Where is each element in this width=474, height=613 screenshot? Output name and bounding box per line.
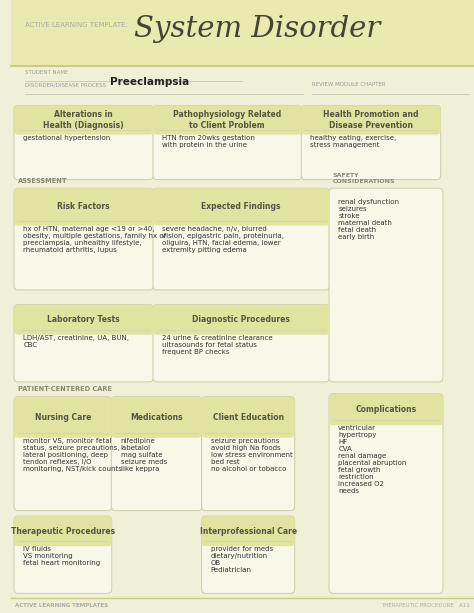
FancyBboxPatch shape: [111, 397, 202, 511]
Text: ACTIVE LEARNING TEMPLATES: ACTIVE LEARNING TEMPLATES: [15, 603, 109, 607]
Text: ASSESSMENT: ASSESSMENT: [18, 178, 67, 184]
Text: DISORDER/DISEASE PROCESS: DISORDER/DISEASE PROCESS: [25, 82, 106, 87]
FancyBboxPatch shape: [14, 516, 112, 546]
FancyBboxPatch shape: [14, 105, 154, 135]
FancyBboxPatch shape: [11, 0, 474, 66]
Text: renal dysfunction
seizures
stroke
maternal death
fetal death
early birth: renal dysfunction seizures stroke matern…: [338, 199, 399, 240]
FancyBboxPatch shape: [201, 397, 295, 438]
Text: Diagnostic Procedures: Diagnostic Procedures: [192, 315, 290, 324]
FancyBboxPatch shape: [201, 397, 295, 511]
Text: Client Education: Client Education: [213, 413, 284, 422]
FancyBboxPatch shape: [14, 305, 154, 382]
Text: PATIENT-CENTERED CARE: PATIENT-CENTERED CARE: [18, 386, 112, 392]
FancyBboxPatch shape: [14, 188, 154, 290]
FancyBboxPatch shape: [153, 305, 329, 335]
Text: Preeclampsia: Preeclampsia: [110, 77, 190, 87]
FancyBboxPatch shape: [201, 516, 295, 546]
Text: hx of HTN, maternal age <19 or >40,
obesity, multiple gestations, family hx of
p: hx of HTN, maternal age <19 or >40, obes…: [23, 226, 166, 253]
Text: LDH/AST, creatinine, UA, BUN,
CBC: LDH/AST, creatinine, UA, BUN, CBC: [23, 335, 129, 348]
FancyBboxPatch shape: [153, 188, 329, 290]
Text: Expected Findings: Expected Findings: [201, 202, 281, 211]
FancyBboxPatch shape: [201, 516, 295, 593]
FancyBboxPatch shape: [14, 397, 112, 438]
Text: Therapeutic Procedures: Therapeutic Procedures: [11, 527, 115, 536]
FancyBboxPatch shape: [153, 105, 301, 135]
Text: gestational hypertension: gestational hypertension: [23, 135, 110, 140]
Text: Medications: Medications: [130, 413, 183, 422]
Text: Interprofessional Care: Interprofessional Care: [200, 527, 297, 536]
Text: 24 urine & creatinine clearance
ultrasounds for fetal status
frequent BP checks: 24 urine & creatinine clearance ultrasou…: [162, 335, 273, 355]
FancyBboxPatch shape: [329, 188, 443, 382]
Text: System Disorder: System Disorder: [134, 15, 380, 43]
Text: Risk Factors: Risk Factors: [57, 202, 110, 211]
FancyBboxPatch shape: [14, 397, 112, 511]
FancyBboxPatch shape: [14, 305, 154, 335]
Text: REVIEW MODULE CHAPTER: REVIEW MODULE CHAPTER: [312, 82, 385, 87]
Text: Health Promotion and
Disease Prevention: Health Promotion and Disease Prevention: [323, 110, 419, 130]
Text: Complications: Complications: [356, 405, 417, 414]
Text: ventricular
hypertropy
HF
CVA
renal damage
placental abruption
fetal growth
rest: ventricular hypertropy HF CVA renal dama…: [338, 425, 407, 494]
Text: IV fluids
VS monitoring
fetal heart monitoring: IV fluids VS monitoring fetal heart moni…: [23, 546, 100, 566]
FancyBboxPatch shape: [329, 394, 443, 593]
FancyBboxPatch shape: [301, 105, 441, 180]
Text: Pathophysiology Related
to Client Problem: Pathophysiology Related to Client Proble…: [173, 110, 282, 130]
Text: HTN from 20wks gestation
with protein in the urine: HTN from 20wks gestation with protein in…: [162, 135, 255, 148]
Text: seizure precautions
avoid high Na foods
low stress environment
bed rest
no alcoh: seizure precautions avoid high Na foods …: [211, 438, 292, 471]
FancyBboxPatch shape: [14, 516, 112, 593]
FancyBboxPatch shape: [153, 305, 329, 382]
Text: STUDENT NAME: STUDENT NAME: [25, 70, 68, 75]
Text: Nursing Care: Nursing Care: [35, 413, 91, 422]
Text: ACTIVE LEARNING TEMPLATE:: ACTIVE LEARNING TEMPLATE:: [25, 21, 128, 28]
Text: SAFETY
CONSIDERATIONS: SAFETY CONSIDERATIONS: [333, 173, 395, 184]
Text: THERAPEUTIC PROCEDURE   A11: THERAPEUTIC PROCEDURE A11: [381, 603, 469, 607]
Text: monitor VS, monitor fetal
status, seizure precautions,
lateral positioning, deep: monitor VS, monitor fetal status, seizur…: [23, 438, 122, 471]
FancyBboxPatch shape: [14, 188, 154, 226]
FancyBboxPatch shape: [153, 105, 301, 180]
Text: Alterations in
Health (Diagnosis): Alterations in Health (Diagnosis): [44, 110, 124, 130]
FancyBboxPatch shape: [153, 188, 329, 226]
FancyBboxPatch shape: [301, 105, 441, 135]
Text: provider for meds
dietary/nutrition
OB
Pediatrician: provider for meds dietary/nutrition OB P…: [211, 546, 273, 573]
FancyBboxPatch shape: [329, 394, 443, 425]
Text: healthy eating, exercise,
stress management: healthy eating, exercise, stress managem…: [310, 135, 397, 148]
FancyBboxPatch shape: [14, 105, 154, 180]
FancyBboxPatch shape: [111, 397, 202, 438]
Text: Laboratory Tests: Laboratory Tests: [47, 315, 120, 324]
Text: nifedipine
labetalol
mag sulfate
seizure meds
like keppra: nifedipine labetalol mag sulfate seizure…: [120, 438, 167, 471]
Text: severe headache, n/v, blurred
vision, epigastric pain, proteinuria,
oliguira, HT: severe headache, n/v, blurred vision, ep…: [162, 226, 284, 253]
